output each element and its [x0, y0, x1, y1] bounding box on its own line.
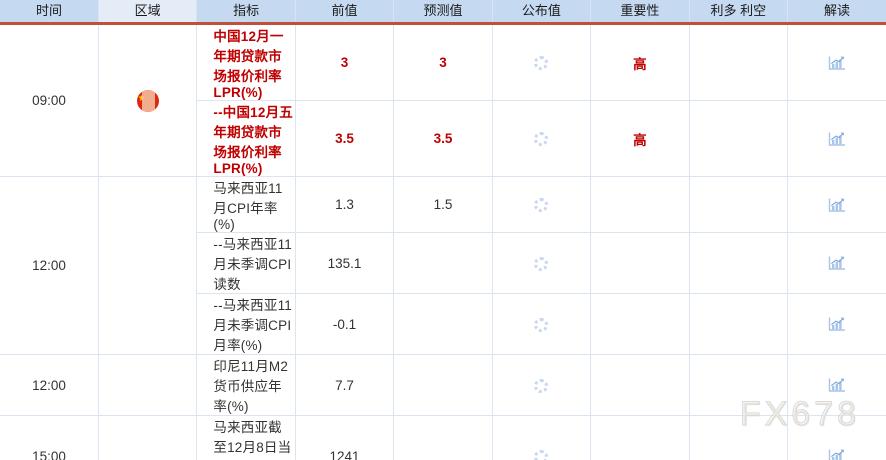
interpretation-cell[interactable] [787, 232, 886, 294]
table-row[interactable]: 12:00 马来西亚11月CPI年率(%) 1.3 1.5 [0, 176, 886, 355]
forecast-value: 3.5 [393, 100, 493, 177]
event-time: 12:00 [0, 176, 99, 355]
loading-spinner-icon [534, 56, 549, 71]
chart-interpretation-icon[interactable] [828, 131, 846, 147]
indicator-name[interactable]: 马来西亚11月CPI年率(%) [196, 176, 296, 233]
importance-level [590, 293, 690, 355]
column-header-ind[interactable]: 指标 [196, 0, 296, 24]
loading-spinner-icon [534, 198, 549, 213]
importance-level [590, 232, 690, 294]
chart-interpretation-icon[interactable] [828, 377, 846, 393]
column-header-region[interactable]: 区域 [98, 0, 198, 24]
importance-badge: 高 [633, 56, 647, 72]
indicator-name[interactable]: --马来西亚11月未季调CPI读数 [196, 232, 296, 294]
published-value [492, 354, 592, 416]
column-header-pub[interactable]: 公布值 [492, 0, 592, 24]
column-header-sent[interactable]: 利多 利空 [689, 0, 789, 24]
table-row[interactable]: --中国12月五年期贷款市场报价利率LPR(%) 3.5 3.5 高 [0, 100, 886, 177]
sentiment-indicator [689, 354, 789, 416]
importance-level: 高 [590, 23, 690, 101]
no-flag-icon [137, 255, 159, 277]
column-header-time[interactable]: 时间 [0, 0, 99, 24]
forecast-value [393, 232, 493, 294]
china-flag-icon [136, 89, 159, 112]
published-value [492, 23, 592, 101]
table-row[interactable]: --马来西亚11月未季调CPI读数 135.1 [0, 232, 886, 294]
column-header-imp[interactable]: 重要性 [590, 0, 690, 24]
importance-badge: 高 [633, 132, 647, 148]
indicator-name[interactable]: --中国12月五年期贷款市场报价利率LPR(%) [196, 100, 296, 177]
column-header-fore[interactable]: 预测值 [393, 0, 493, 24]
sentiment-indicator [689, 293, 789, 355]
importance-level: 高 [590, 100, 690, 177]
event-time: 12:00 [0, 354, 99, 416]
sentiment-indicator [689, 176, 789, 233]
table-header: 时间 区域 指标 前值 预测值 公布值 重要性 利多 利空 解读 [0, 0, 886, 24]
published-value [492, 100, 592, 177]
event-region-flag [98, 354, 198, 416]
indicator-name[interactable]: 马来西亚截至12月8日当周国际储备(亿美元) [196, 415, 296, 460]
loading-spinner-icon [534, 132, 549, 147]
previous-value: 135.1 [295, 232, 395, 294]
table-row[interactable]: 09:00中国12月一年期贷款市场报价利率LPR(%)33高 [0, 23, 886, 177]
importance-level [590, 354, 690, 416]
interpretation-cell[interactable] [787, 293, 886, 355]
published-value [492, 293, 592, 355]
table-row[interactable]: 12:00 印尼11月M2货币供应年率(%) 7.7 [0, 354, 886, 416]
event-region-flag [98, 415, 198, 460]
loading-spinner-icon [534, 449, 549, 460]
event-region-flag [98, 23, 198, 177]
interpretation-cell[interactable] [787, 415, 886, 460]
event-time: 15:00 [0, 415, 99, 460]
loading-spinner-icon [534, 256, 549, 271]
chart-interpretation-icon[interactable] [828, 316, 846, 332]
sentiment-indicator [689, 415, 789, 460]
previous-value: 3 [295, 23, 395, 101]
indicator-name[interactable]: --马来西亚11月未季调CPI月率(%) [196, 293, 296, 355]
no-flag-icon [137, 445, 159, 460]
forecast-value: 1.5 [393, 176, 493, 233]
sentiment-indicator [689, 23, 789, 101]
chart-interpretation-icon[interactable] [828, 55, 846, 71]
header-row: 时间 区域 指标 前值 预测值 公布值 重要性 利多 利空 解读 [0, 0, 886, 24]
forecast-value [393, 415, 493, 460]
interpretation-cell[interactable] [787, 354, 886, 416]
importance-level [590, 176, 690, 233]
loading-spinner-icon [534, 317, 549, 332]
previous-value: -0.1 [295, 293, 395, 355]
loading-spinner-icon [534, 378, 549, 393]
interpretation-cell[interactable] [787, 23, 886, 101]
previous-value: 7.7 [295, 354, 395, 416]
column-header-prev[interactable]: 前值 [295, 0, 395, 24]
sentiment-indicator [689, 232, 789, 294]
indicator-name[interactable]: 印尼11月M2货币供应年率(%) [196, 354, 296, 416]
published-value [492, 415, 592, 460]
chart-interpretation-icon[interactable] [828, 255, 846, 271]
forecast-value: 3 [393, 23, 493, 101]
previous-value: 1.3 [295, 176, 395, 233]
interpretation-cell[interactable] [787, 176, 886, 233]
forecast-value [393, 354, 493, 416]
table-body: 09:00中国12月一年期贷款市场报价利率LPR(%)33高--中国12月五年期… [0, 23, 886, 460]
chart-interpretation-icon[interactable] [828, 448, 846, 460]
published-value [492, 176, 592, 233]
indicator-name[interactable]: 中国12月一年期贷款市场报价利率LPR(%) [196, 23, 296, 101]
table-row[interactable]: 15:00 马来西亚截至12月8日当周国际储备(亿美元)1241 [0, 415, 886, 460]
interpretation-cell[interactable] [787, 100, 886, 177]
published-value [492, 232, 592, 294]
table-row[interactable]: --马来西亚11月未季调CPI月率(%) -0.1 [0, 293, 886, 355]
previous-value: 3.5 [295, 100, 395, 177]
event-region-flag [98, 176, 198, 355]
event-time: 09:00 [0, 23, 99, 177]
column-header-read[interactable]: 解读 [787, 0, 886, 24]
previous-value: 1241 [295, 415, 395, 460]
no-flag-icon [137, 374, 159, 396]
importance-level [590, 415, 690, 460]
sentiment-indicator [689, 100, 789, 177]
forecast-value [393, 293, 493, 355]
chart-interpretation-icon[interactable] [828, 197, 846, 213]
